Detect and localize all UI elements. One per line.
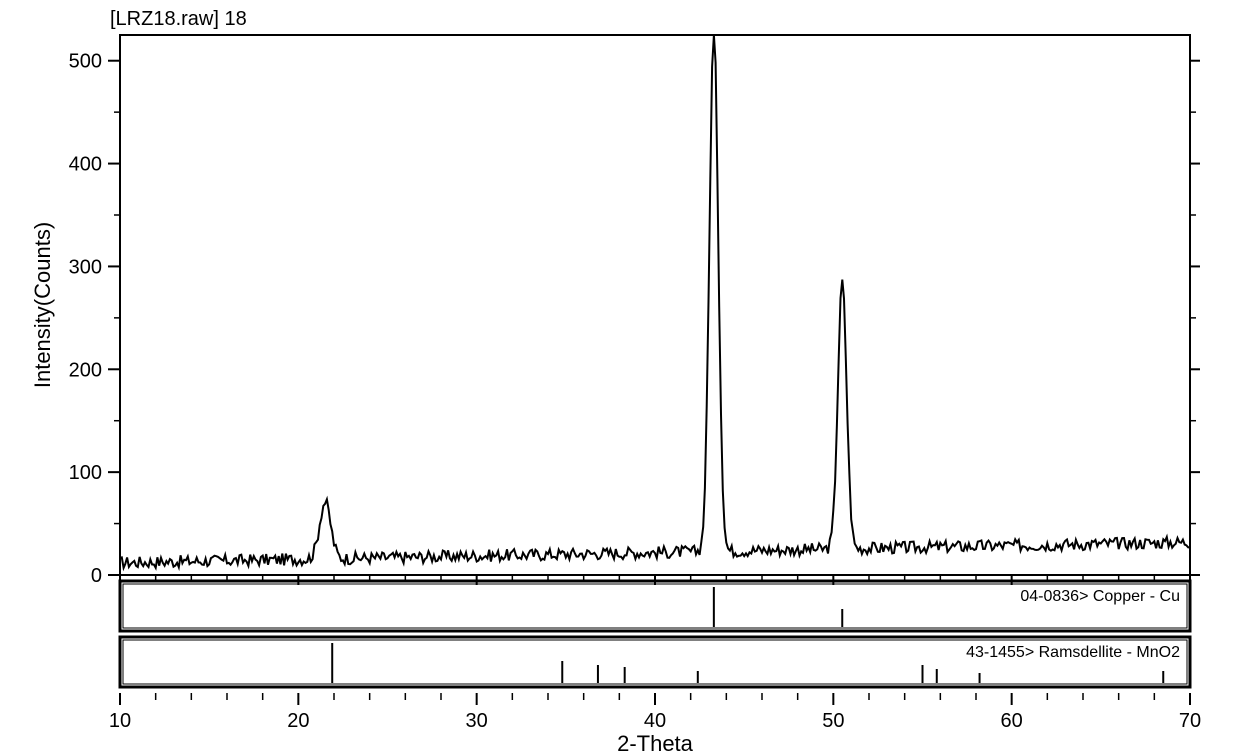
x-tick-label: 20 xyxy=(287,710,309,732)
y-tick-label: 100 xyxy=(69,462,102,484)
x-tick-label: 60 xyxy=(1001,710,1023,732)
bg xyxy=(0,0,1240,754)
x-tick-label: 50 xyxy=(822,710,844,732)
x-tick-label: 40 xyxy=(644,710,666,732)
x-tick-label: 10 xyxy=(109,710,131,732)
x-tick-label: 70 xyxy=(1179,710,1201,732)
ref-panel-label: 43-1455> Ramsdellite - MnO2 xyxy=(966,644,1180,661)
ref-panel-label: 04-0836> Copper - Cu xyxy=(1020,588,1180,605)
y-tick-label: 300 xyxy=(69,256,102,278)
chart-title: [LRZ18.raw] 18 xyxy=(110,8,247,30)
y-tick-label: 0 xyxy=(91,565,102,587)
y-axis-label: Intensity(Counts) xyxy=(30,222,55,388)
y-tick-label: 200 xyxy=(69,359,102,381)
y-tick-label: 400 xyxy=(69,154,102,176)
xrd-chart-root: [LRZ18.raw] 18 0 100 200 300 400 500 Intensity(… xyxy=(0,0,1240,754)
x-tick-label: 30 xyxy=(466,710,488,732)
x-axis-label: 2-Theta xyxy=(617,731,694,754)
y-tick-label: 500 xyxy=(69,51,102,73)
chart-svg: [LRZ18.raw] 18 0 100 200 300 400 500 Intensity(… xyxy=(0,0,1240,754)
